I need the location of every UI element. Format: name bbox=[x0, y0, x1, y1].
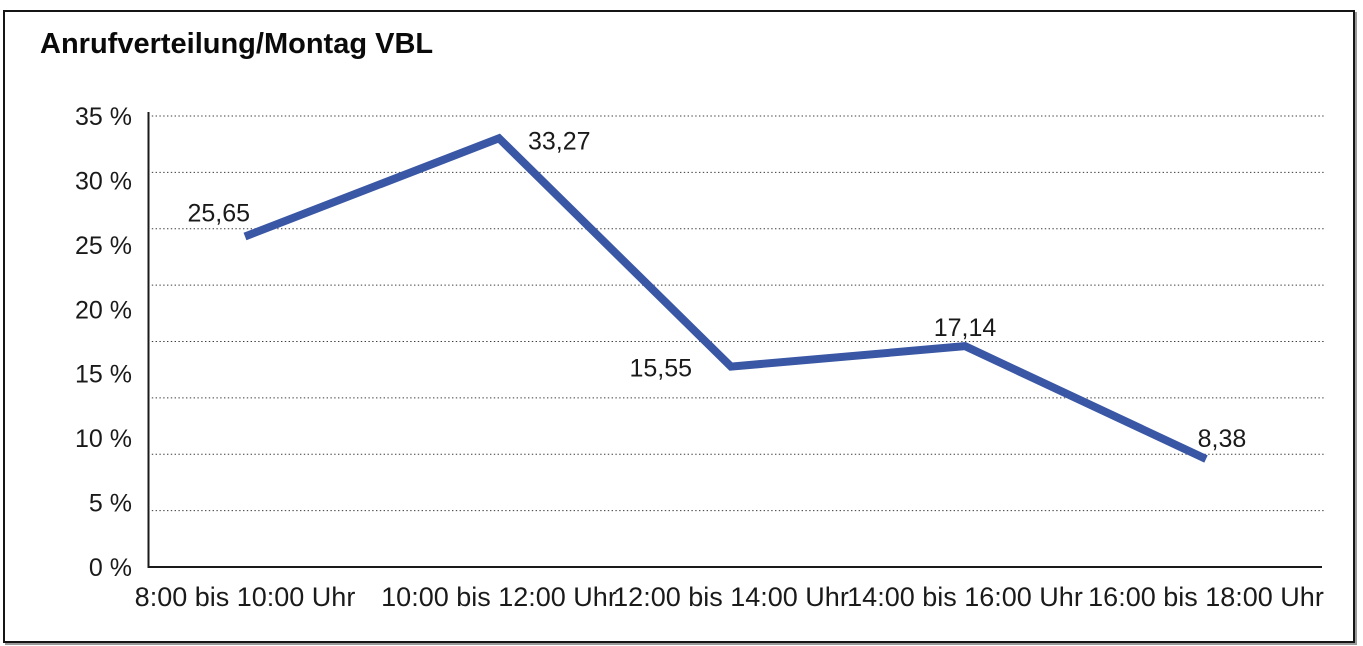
x-category-label: 12:00 bis 14:00 Uhr bbox=[613, 582, 849, 612]
y-tick-label: 25 % bbox=[75, 232, 132, 260]
y-tick-label: 10 % bbox=[75, 425, 132, 453]
x-category-label: 16:00 bis 18:00 Uhr bbox=[1088, 582, 1324, 612]
chart-title: Anrufverteilung/Montag VBL bbox=[40, 28, 434, 60]
data-point-label: 15,55 bbox=[629, 355, 692, 383]
data-line bbox=[243, 133, 1208, 463]
y-tick-label: 30 % bbox=[75, 167, 132, 195]
data-point-label: 8,38 bbox=[1198, 425, 1247, 453]
y-tick-label: 20 % bbox=[75, 296, 132, 324]
x-category-label: 14:00 bis 16:00 Uhr bbox=[847, 582, 1083, 612]
y-tick-label: 35 % bbox=[75, 103, 132, 131]
y-tick-label: 15 % bbox=[75, 361, 132, 389]
data-point-label: 17,14 bbox=[934, 314, 997, 342]
y-tick-label: 0 % bbox=[89, 554, 132, 582]
data-point-label: 33,27 bbox=[528, 127, 591, 155]
y-tick-label: 5 % bbox=[89, 490, 132, 518]
x-category-label: 8:00 bis 10:00 Uhr bbox=[135, 582, 356, 612]
data-point-label: 25,65 bbox=[187, 199, 250, 227]
x-category-label: 10:00 bis 12:00 Uhr bbox=[381, 582, 617, 612]
